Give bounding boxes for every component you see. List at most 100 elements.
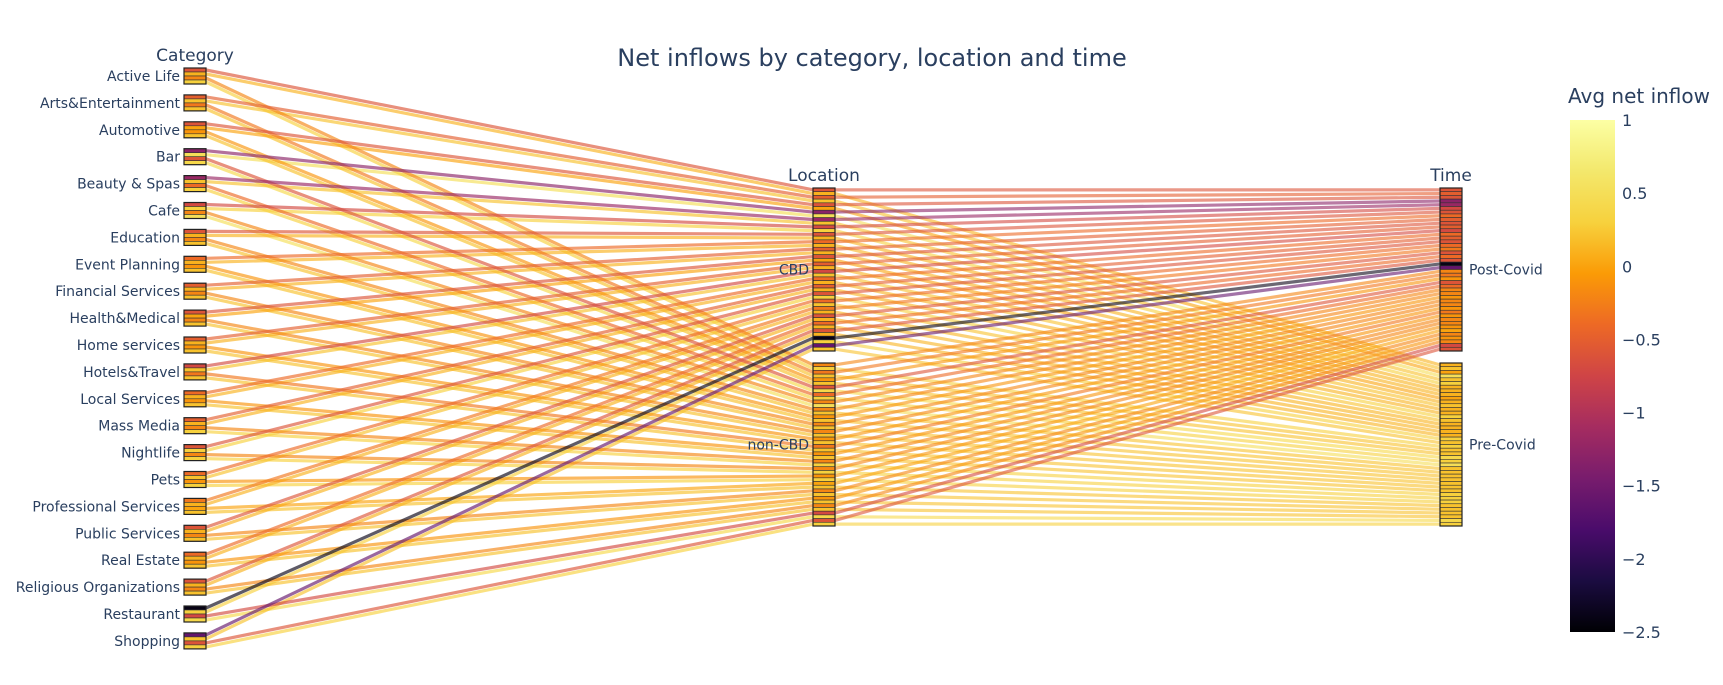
band-segment: [1439, 265, 1463, 270]
category-label-restaurant: Restaurant: [103, 607, 180, 623]
band-segment: [183, 241, 207, 246]
ribbon-public-services-cbd-post-covid-segment-2: [834, 251, 1441, 318]
ribbon-hotels-travel-cbd-pre-covid-segment-1: [205, 273, 814, 372]
ribbon-pets-non-cbd-post-covid-segment-2: [834, 325, 1441, 478]
ribbon-mass-media-non-cbd-post-covid-segment-1: [205, 426, 814, 463]
category-band-pets[interactable]: [183, 470, 207, 489]
band-segment: [183, 125, 207, 131]
time-band-pre-covid[interactable]: [1439, 362, 1463, 527]
band-segment: [183, 237, 207, 242]
band-outline: [183, 309, 207, 327]
dimension-title-category: Category: [156, 46, 234, 66]
location-label-cbd: CBD: [779, 263, 809, 279]
ribbon-education-cbd-pre-covid-segment-2: [834, 236, 1441, 389]
band-segment: [812, 436, 836, 442]
location-band-non-cbd[interactable]: [812, 362, 836, 527]
ribbon-bar-non-cbd-post-covid-segment-1: [205, 157, 814, 389]
category-band-local-services[interactable]: [183, 390, 207, 408]
band-segment: [183, 214, 207, 219]
band-segment: [183, 344, 207, 350]
band-outline: [183, 632, 207, 650]
band-segment: [812, 287, 836, 293]
ribbon-religious-organizations-non-cbd-post-covid-segment-1: [205, 504, 814, 591]
ribbon-beauty-spas-cbd-post-covid-segment-2: [834, 203, 1441, 222]
category-label-arts-entertainment: Arts&Entertainment: [40, 96, 181, 112]
category-band-public-services[interactable]: [183, 524, 207, 542]
category-band-bar[interactable]: [183, 148, 207, 166]
band-outline: [183, 497, 207, 515]
band-segment: [812, 284, 836, 289]
band-segment: [183, 479, 207, 484]
ribbon-health-medical-cbd-pre-covid-segment-1: [205, 258, 814, 318]
category-band-cafe[interactable]: [183, 201, 207, 220]
band-segment: [183, 640, 207, 646]
category-band-shopping[interactable]: [183, 632, 207, 650]
band-segment: [183, 98, 207, 104]
band-outline: [183, 282, 207, 300]
band-segment: [183, 559, 207, 565]
category-band-home-services[interactable]: [183, 336, 207, 354]
ribbon-health-medical-non-cbd-pre-covid-segment-1: [205, 322, 814, 437]
category-band-beauty-spas[interactable]: [183, 175, 207, 193]
ribbon-arts-entertainment-cbd-post-covid-segment-2: [834, 191, 1441, 199]
band-segment: [1439, 421, 1463, 427]
band-segment: [1439, 492, 1463, 497]
band-outline: [183, 201, 207, 220]
ribbon-active-life-non-cbd-post-covid-segment-2: [834, 269, 1441, 367]
band-segment: [183, 290, 207, 296]
category-band-nightlife[interactable]: [183, 444, 207, 462]
band-segment: [1439, 202, 1463, 207]
category-band-active-life[interactable]: [183, 67, 207, 85]
time-label-pre-covid: Pre-Covid: [1469, 438, 1536, 454]
band-segment: [1439, 384, 1463, 390]
band-outline: [1439, 187, 1463, 352]
ribbon-beauty-spas-cbd-post-covid-segment-1: [205, 176, 814, 222]
band-segment: [812, 265, 836, 270]
band-segment: [183, 582, 207, 588]
category-band-financial-services[interactable]: [183, 282, 207, 300]
category-label-nightlife: Nightlife: [121, 446, 180, 462]
band-segment: [1439, 309, 1463, 315]
category-band-health-medical[interactable]: [183, 309, 207, 327]
band-segment: [1439, 221, 1463, 226]
band-segment: [812, 373, 836, 379]
category-band-automotive[interactable]: [183, 121, 207, 139]
band-segment: [183, 375, 207, 381]
ribbon-home-services-cbd-post-covid-segment-2: [834, 225, 1441, 266]
band-segment: [1439, 410, 1463, 416]
ribbon-mass-media-non-cbd-post-covid-segment-2: [834, 317, 1441, 463]
category-band-real-estate[interactable]: [183, 551, 207, 569]
category-band-professional-services[interactable]: [183, 497, 207, 515]
ribbon-event-planning-cbd-post-covid-segment-1: [205, 240, 814, 260]
ribbon-active-life-cbd-post-covid-segment-1: [205, 68, 814, 192]
ribbon-beauty-spas-cbd-pre-covid-segment-1: [205, 180, 814, 225]
band-outline: [183, 148, 207, 166]
category-band-religious-organizations[interactable]: [183, 578, 207, 596]
category-label-event-planning: Event Planning: [75, 257, 180, 273]
category-band-hotels-travel[interactable]: [183, 363, 207, 381]
band-segment: [183, 259, 207, 265]
band-segment: [812, 388, 836, 393]
band-segment: [183, 286, 207, 292]
category-band-event-planning[interactable]: [183, 255, 207, 273]
band-segment: [812, 328, 836, 333]
time-band-post-covid[interactable]: [1439, 187, 1463, 352]
band-segment: [183, 282, 207, 288]
ribbon-automotive-non-cbd-post-covid-segment-1: [205, 130, 814, 382]
category-band-restaurant[interactable]: [183, 605, 207, 623]
band-segment: [1439, 232, 1463, 237]
band-segment: [1439, 496, 1463, 501]
ribbon-financial-services-non-cbd-pre-covid-segment-1: [205, 295, 814, 430]
band-segment: [1439, 392, 1463, 397]
band-segment: [1439, 321, 1463, 326]
dimension-title-location: Location: [788, 166, 860, 186]
category-band-arts-entertainment[interactable]: [183, 94, 207, 112]
ribbon-pets-non-cbd-pre-covid-segment-2: [834, 478, 1441, 504]
band-segment: [183, 156, 207, 161]
band-segment: [183, 210, 207, 215]
band-segment: [812, 243, 836, 248]
location-band-cbd[interactable]: [812, 187, 836, 352]
category-band-mass-media[interactable]: [183, 417, 207, 435]
category-band-education[interactable]: [183, 228, 207, 246]
category-label-bar: Bar: [156, 150, 180, 166]
